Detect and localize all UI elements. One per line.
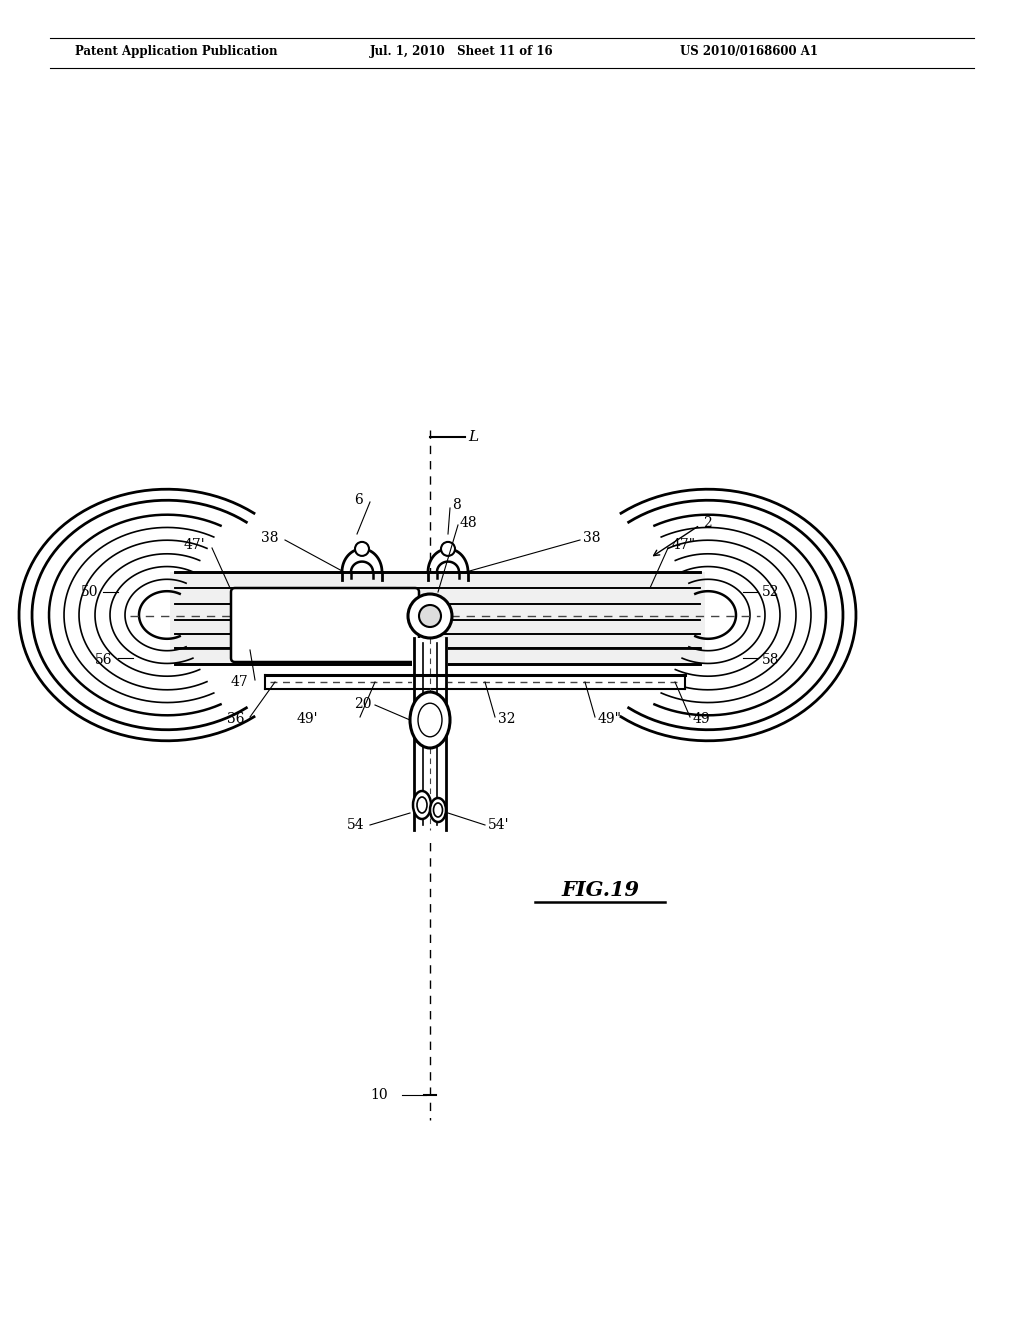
Polygon shape xyxy=(412,638,449,840)
Ellipse shape xyxy=(430,799,446,822)
Text: 58: 58 xyxy=(762,653,779,667)
Text: 54': 54' xyxy=(488,818,510,832)
Ellipse shape xyxy=(413,791,431,818)
Text: 52: 52 xyxy=(762,585,779,599)
Text: 49: 49 xyxy=(693,711,711,726)
Polygon shape xyxy=(170,572,705,664)
Circle shape xyxy=(355,543,369,556)
Text: 47: 47 xyxy=(230,675,248,689)
Text: 47": 47" xyxy=(672,539,696,552)
Text: L: L xyxy=(468,430,478,444)
Text: 38: 38 xyxy=(260,531,278,545)
Text: 49": 49" xyxy=(598,711,622,726)
Text: 48: 48 xyxy=(460,516,477,531)
Ellipse shape xyxy=(410,692,450,748)
Text: 50: 50 xyxy=(81,585,98,599)
Text: 10: 10 xyxy=(371,1088,388,1102)
Text: 2: 2 xyxy=(703,516,712,531)
Text: 49': 49' xyxy=(297,711,318,726)
Text: FIG.19: FIG.19 xyxy=(561,880,639,900)
Polygon shape xyxy=(265,675,685,689)
Text: Patent Application Publication: Patent Application Publication xyxy=(75,45,278,58)
Text: 8: 8 xyxy=(452,498,461,512)
Circle shape xyxy=(441,543,455,556)
Text: 38: 38 xyxy=(583,531,600,545)
Text: 32: 32 xyxy=(498,711,515,726)
Text: 20: 20 xyxy=(354,697,372,711)
Text: Jul. 1, 2010   Sheet 11 of 16: Jul. 1, 2010 Sheet 11 of 16 xyxy=(370,45,554,58)
Circle shape xyxy=(419,605,441,627)
Text: US 2010/0168600 A1: US 2010/0168600 A1 xyxy=(680,45,818,58)
Text: 47': 47' xyxy=(183,539,205,552)
Circle shape xyxy=(408,594,452,638)
Text: 36: 36 xyxy=(227,711,245,726)
Text: 6: 6 xyxy=(354,492,362,507)
Text: 54: 54 xyxy=(347,818,365,832)
Text: 56: 56 xyxy=(94,653,112,667)
FancyBboxPatch shape xyxy=(231,587,419,663)
